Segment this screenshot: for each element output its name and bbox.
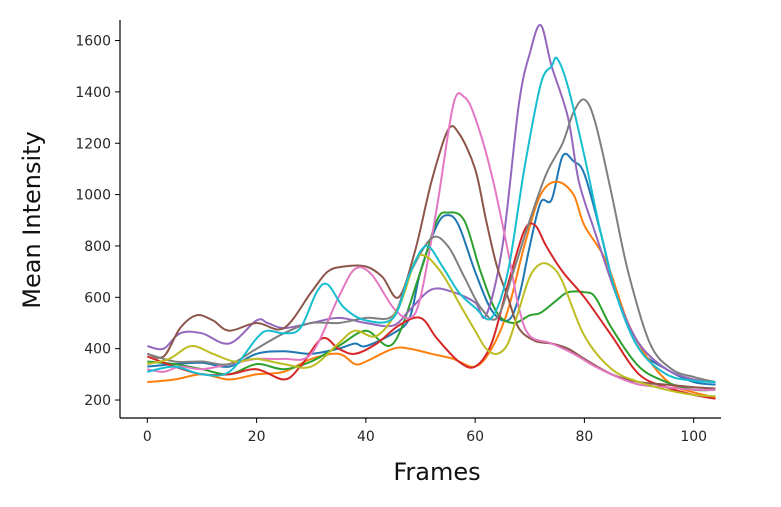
y-tick-label: 1600 [75,34,111,50]
series-line-3 [147,211,716,392]
x-tick-label: 40 [357,429,375,445]
series-line-4 [146,222,716,400]
y-tick-label: 1200 [75,136,111,152]
y-tick-label: 1000 [75,188,111,204]
y-ticks: 200 400 600 800 1000 1200 1400 1600 [75,34,120,409]
y-tick-label: 800 [84,239,111,255]
series-line-6 [147,125,716,390]
x-tick-label: 60 [466,429,484,445]
series-line-5 [147,24,716,384]
y-tick-label: 200 [84,393,111,409]
x-tick-label: 0 [143,429,152,445]
series-layer [146,24,716,400]
series-line-7 [147,92,716,391]
x-axis-label: Frames [393,458,480,486]
series-line-10 [147,56,716,384]
x-tick-label: 80 [575,429,593,445]
series-line-2 [147,180,716,399]
series-line-9 [147,253,716,398]
series-line-1 [147,152,716,386]
y-tick-label: 400 [84,342,111,358]
y-tick-label: 600 [84,290,111,306]
series-line-8 [147,98,716,384]
x-tick-label: 100 [680,429,707,445]
y-axis-label: Mean Intensity [18,131,46,308]
y-tick-label: 1400 [75,85,111,101]
x-ticks: 0 20 40 60 80 100 [143,418,707,445]
x-tick-label: 20 [248,429,266,445]
